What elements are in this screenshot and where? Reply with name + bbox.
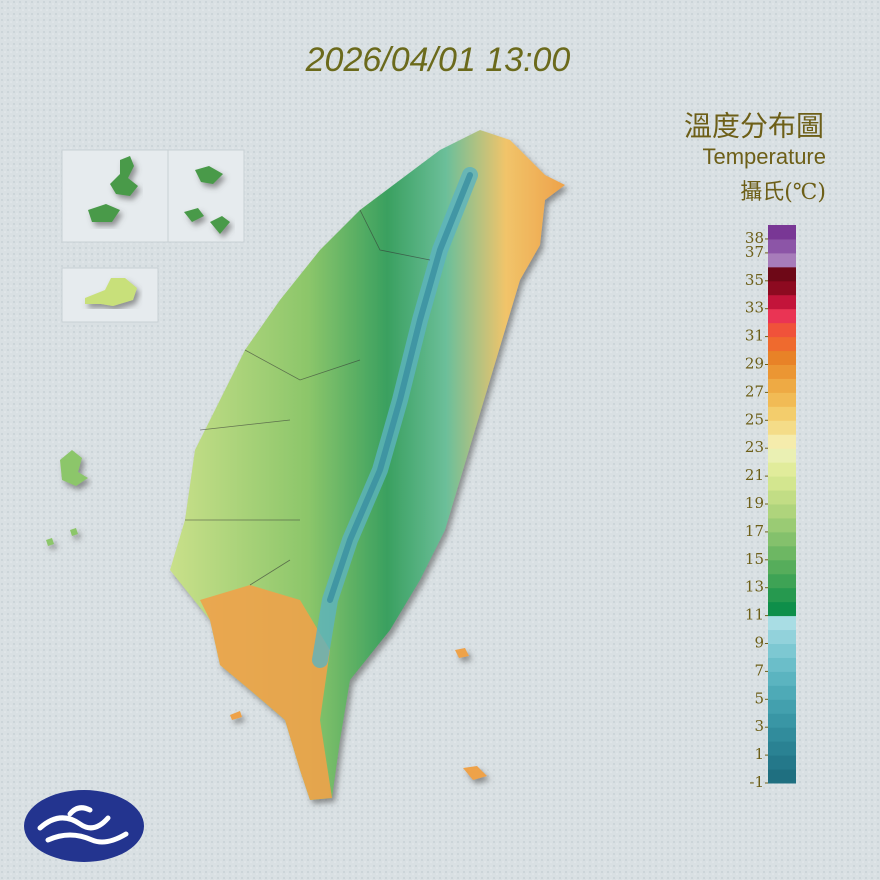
legend-color-band bbox=[768, 713, 796, 728]
legend-color-band bbox=[768, 741, 796, 756]
legend-tick-label: 11 bbox=[745, 606, 764, 624]
legend-color-band bbox=[768, 336, 796, 352]
legend-color-band bbox=[768, 755, 796, 770]
legend-tick-label: 25 bbox=[745, 410, 764, 428]
legend-color-band bbox=[768, 225, 796, 240]
legend-color-band bbox=[768, 573, 796, 589]
legend-color-band bbox=[768, 238, 796, 254]
legend-color-band bbox=[768, 531, 796, 547]
legend-color-band bbox=[768, 657, 796, 672]
legend-color-band bbox=[768, 559, 796, 575]
legend-color-band bbox=[768, 545, 796, 561]
legend-color-band bbox=[768, 517, 796, 533]
legend-color-band bbox=[768, 671, 796, 686]
legend-tick-label: -1 bbox=[749, 773, 764, 791]
legend-color-band bbox=[768, 699, 796, 714]
legend-color-band bbox=[768, 448, 796, 463]
legend-unit: 攝氏(℃) bbox=[740, 180, 826, 205]
legend-tick-label: 33 bbox=[745, 299, 764, 317]
legend-tick-label: 13 bbox=[745, 578, 764, 596]
legend-color-band bbox=[768, 629, 796, 644]
legend-color-band bbox=[768, 685, 796, 700]
legend-tick-label: 27 bbox=[745, 382, 764, 400]
legend-color-band bbox=[768, 643, 796, 658]
legend-tick-label: 5 bbox=[754, 689, 764, 707]
legend-tick-label: 3 bbox=[754, 717, 764, 735]
legend-tick-label: 7 bbox=[754, 661, 764, 679]
legend-color-band bbox=[768, 490, 796, 505]
legend-color-band bbox=[768, 476, 796, 491]
legend-tick-label: 1 bbox=[754, 745, 764, 763]
legend-tick-label: 29 bbox=[745, 355, 764, 373]
legend-title: 溫度分布圖 bbox=[684, 110, 824, 143]
legend-tick-label: 23 bbox=[745, 438, 764, 456]
legend-color-band bbox=[768, 266, 796, 282]
legend-color-band bbox=[768, 308, 796, 324]
legend-color-band bbox=[768, 615, 796, 631]
legend-tick-label: 17 bbox=[745, 522, 764, 540]
legend-tick-label: 21 bbox=[745, 466, 764, 484]
legend-color-band bbox=[768, 378, 796, 393]
legend-color-band bbox=[768, 420, 796, 435]
legend-subtitle: Temperature bbox=[702, 144, 826, 169]
legend-color-band bbox=[768, 364, 796, 379]
legend-color-band bbox=[768, 587, 796, 603]
legend-tick-label: 37 bbox=[745, 243, 764, 261]
legend-color-band bbox=[768, 504, 796, 519]
legend-tick-label: 35 bbox=[745, 271, 764, 289]
legend-tick-label: 9 bbox=[754, 634, 764, 652]
legend-color-band bbox=[768, 280, 796, 296]
legend-tick-label: 19 bbox=[745, 494, 764, 512]
taiwan-island bbox=[170, 130, 565, 800]
inset-islands bbox=[46, 149, 487, 780]
legend-color-band bbox=[768, 769, 796, 784]
legend-color-band bbox=[768, 462, 796, 477]
legend-color-band bbox=[768, 392, 796, 407]
legend-color-band bbox=[768, 350, 796, 365]
legend-tick-label: 15 bbox=[745, 550, 764, 568]
legend-color-band bbox=[768, 601, 796, 617]
legend-color-band bbox=[768, 406, 796, 421]
legend-color-band bbox=[768, 727, 796, 742]
legend-tick-label: 31 bbox=[745, 327, 764, 345]
legend-color-band bbox=[768, 322, 796, 338]
legend-color-band bbox=[768, 434, 796, 449]
cwa-logo bbox=[24, 790, 144, 862]
legend-color-band bbox=[768, 252, 796, 268]
legend-tick-label: 38 bbox=[745, 229, 764, 247]
legend-color-band bbox=[768, 294, 796, 310]
map-title: 2026/04/01 13:00 bbox=[305, 41, 571, 79]
